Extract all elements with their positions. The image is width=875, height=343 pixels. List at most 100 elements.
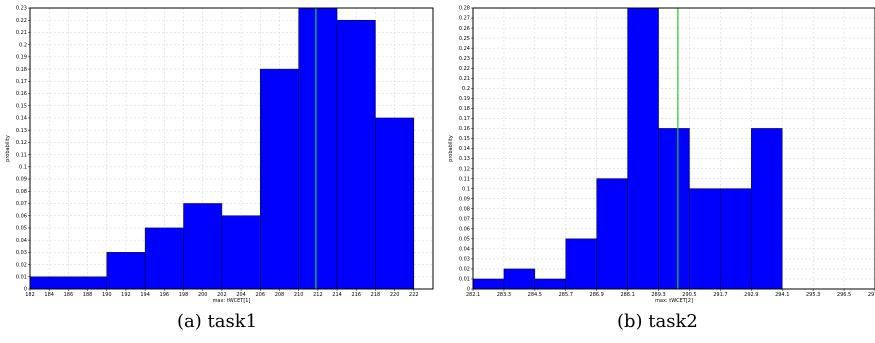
bar-t2-3 bbox=[565, 238, 597, 290]
y-tick-label: 0.14 bbox=[459, 146, 470, 152]
y-axis-label-t2: probability bbox=[448, 135, 454, 162]
x-axis-label-t2: max: tWCET[2] bbox=[655, 298, 693, 304]
y-tick-label: 0.13 bbox=[16, 128, 27, 134]
y-tick-label: 0.22 bbox=[16, 18, 27, 24]
x-tick-label: 198 bbox=[179, 292, 189, 298]
bar-t2-9 bbox=[751, 128, 783, 290]
x-axis-label-t1: max: tWCET[1] bbox=[213, 298, 251, 304]
y-tick-label: 0.03 bbox=[16, 250, 27, 256]
y-tick-label: 0.18 bbox=[459, 106, 470, 112]
x-tick-label: 196 bbox=[160, 292, 170, 298]
y-tick-label: 0.13 bbox=[459, 156, 470, 162]
x-tick-label: 286.9 bbox=[590, 292, 604, 298]
x-tick-label: 214 bbox=[332, 292, 342, 298]
y-tick-label: 0.07 bbox=[459, 216, 470, 222]
y-tick-label: 0.27 bbox=[459, 16, 470, 22]
y-tick-label: 0.26 bbox=[459, 26, 470, 32]
x-tick-label: 283.3 bbox=[497, 292, 511, 298]
bar-t1-0 bbox=[29, 276, 108, 290]
y-tick-label: 0.11 bbox=[16, 152, 27, 158]
y-tick-label: 0.24 bbox=[459, 46, 470, 52]
y-tick-label: 0.01 bbox=[16, 274, 27, 280]
x-tick-label: 292.9 bbox=[744, 292, 758, 298]
x-tick-label: 192 bbox=[121, 292, 131, 298]
x-tick-label: 295.3 bbox=[806, 292, 820, 298]
x-tick-label: 200 bbox=[198, 292, 208, 298]
y-tick-label: 0.2 bbox=[19, 42, 27, 48]
x-tick-label: 294.1 bbox=[775, 292, 789, 298]
y-tick-label: 0.25 bbox=[459, 36, 470, 42]
bar-t1-2 bbox=[144, 227, 184, 290]
y-tick-label: 0.02 bbox=[16, 262, 27, 268]
x-tick-label: 220 bbox=[390, 292, 400, 298]
y-tick-label: 0.23 bbox=[16, 6, 27, 12]
x-tick-label: 282.1 bbox=[466, 292, 480, 298]
x-tick-label: 285.7 bbox=[559, 292, 573, 298]
y-tick-label: 0.14 bbox=[16, 116, 27, 122]
caption-task1: (a) task1 bbox=[177, 311, 258, 332]
x-tick-label: 208 bbox=[275, 292, 285, 298]
x-tick-label: 190 bbox=[102, 292, 112, 298]
y-tick-label: 0.1 bbox=[462, 186, 470, 192]
y-tick-label: 0.1 bbox=[19, 165, 27, 171]
x-tick-label: 182 bbox=[25, 292, 35, 298]
y-tick-label: 0 bbox=[467, 287, 470, 293]
y-tick-label: 0.17 bbox=[459, 116, 470, 122]
bar-t2-6 bbox=[658, 128, 690, 290]
plot-frame-t1 bbox=[29, 7, 434, 290]
y-tick-label: 0.09 bbox=[459, 196, 470, 202]
x-tick-label: 289.3 bbox=[651, 292, 665, 298]
x-tick-label: 288.1 bbox=[620, 292, 634, 298]
bar-t1-3 bbox=[183, 203, 223, 290]
chart-t1: 0 0.01 0.02 0.03 0.04 0.05 0.06 0.07 0.08 0.09 0.1… bbox=[5, 6, 434, 304]
x-tick-label: 297.7 bbox=[868, 292, 875, 298]
y-tick-label: 0.06 bbox=[16, 213, 27, 219]
y-tick-label: 0.12 bbox=[459, 166, 470, 172]
y-tick-label: 0.15 bbox=[459, 136, 470, 142]
x-tick-label: 212 bbox=[313, 292, 323, 298]
figure: 0 0.01 0.02 0.03 0.04 0.05 0.06 0.07 0.08 0.09 0.1… bbox=[5, 6, 875, 304]
y-tick-label: 0.05 bbox=[459, 237, 470, 243]
y-tick-label: 0.23 bbox=[459, 56, 470, 62]
y-tick-label: 0.18 bbox=[16, 67, 27, 73]
x-tick-label: 188 bbox=[83, 292, 93, 298]
y-tick-label: 0.19 bbox=[16, 55, 27, 61]
x-tick-label: 218 bbox=[371, 292, 381, 298]
y-tick-label: 0.05 bbox=[16, 226, 27, 232]
x-tick-label: 194 bbox=[140, 292, 150, 298]
bar-t1-7 bbox=[336, 19, 376, 290]
y-tick-label: 0.16 bbox=[16, 91, 27, 97]
y-tick-label: 0.16 bbox=[459, 126, 470, 132]
bar-t1-6 bbox=[298, 7, 338, 290]
y-tick-label: 0.19 bbox=[459, 96, 470, 102]
x-tick-label: 291.7 bbox=[713, 292, 727, 298]
y-tick-label: 0.21 bbox=[16, 30, 27, 36]
bar-t2-2 bbox=[534, 278, 567, 290]
x-tick-label: 202 bbox=[217, 292, 227, 298]
y-tick-label: 0.17 bbox=[16, 79, 27, 85]
bar-t2-1 bbox=[503, 268, 536, 290]
y-tick-label: 0.03 bbox=[459, 257, 470, 263]
y-tick-label: 0.11 bbox=[459, 176, 470, 182]
x-tick-label: 284.5 bbox=[528, 292, 542, 298]
bar-t2-5 bbox=[627, 7, 659, 290]
y-tick-label: 0.21 bbox=[459, 76, 470, 82]
y-tick-label: 0.07 bbox=[16, 201, 27, 207]
y-tick-label: 0.15 bbox=[16, 103, 27, 109]
bar-t2-7 bbox=[689, 188, 721, 290]
y-tick-label: 0.12 bbox=[16, 140, 27, 146]
bar-t1-4 bbox=[221, 215, 261, 290]
y-tick-label: 0.04 bbox=[459, 247, 470, 253]
y-tick-label: 0.02 bbox=[459, 267, 470, 273]
chart-t2: 0 0.01 0.02 0.03 0.04 0.05 0.06 0.07 0.08 0.09 0.1… bbox=[448, 6, 875, 304]
y-tick-label: 0.04 bbox=[16, 238, 27, 244]
y-axis-label-t1: probability bbox=[5, 135, 11, 162]
x-tick-label: 222 bbox=[409, 292, 419, 298]
y-tick-label: 0 bbox=[24, 287, 27, 293]
x-tick-label: 204 bbox=[236, 292, 246, 298]
y-tick-label: 0.22 bbox=[459, 66, 470, 72]
x-tick-label: 186 bbox=[64, 292, 74, 298]
x-tick-label: 210 bbox=[294, 292, 304, 298]
x-tick-label: 206 bbox=[256, 292, 266, 298]
x-tick-label: 216 bbox=[351, 292, 361, 298]
